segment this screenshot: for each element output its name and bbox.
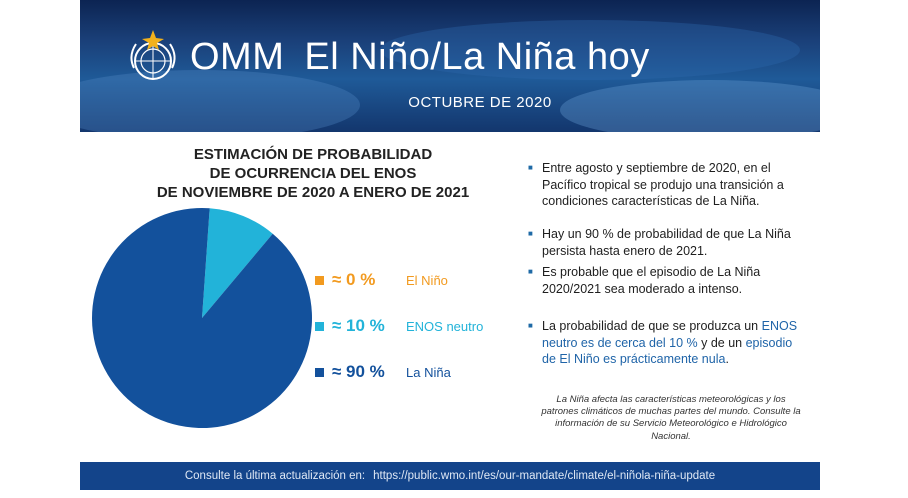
- wmo-logo-icon: [130, 30, 176, 80]
- pie-slice-la-niña: [91, 207, 312, 428]
- legend-swatch: [315, 275, 324, 285]
- legend-value: ≈ 10 %: [332, 316, 385, 335]
- legend-label: ENOS neutro: [406, 318, 484, 334]
- legend-item: ≈ 0 % El Niño: [315, 270, 448, 290]
- legend-item: ≈ 90 % La Niña: [315, 362, 451, 382]
- bulletin-date: OCTUBRE DE 2020: [408, 94, 552, 111]
- legend-label: La Niña: [406, 364, 451, 380]
- footer-label: Consulte la última actualización en:: [184, 470, 366, 482]
- org-name: OMM: [190, 36, 285, 78]
- legend-item: ≈ 10 % ENOS neutro: [315, 316, 483, 336]
- chart-title-line: DE OCURRENCIA DEL ENOS: [209, 165, 417, 182]
- update-link[interactable]: https://public.wmo.int/es/our-mandate/cl…: [373, 470, 716, 482]
- key-message: La probabilidad de que se produzca un EN…: [528, 318, 808, 368]
- key-message: Hay un 90 % de probabilidad de que La Ni…: [528, 226, 808, 259]
- legend-swatch: [315, 321, 324, 331]
- pie-chart: [91, 207, 312, 428]
- infographic: OMM El Niño/La Niña hoy OCTUBRE DE 2020 E…: [80, 0, 820, 498]
- bulletin-title: El Niño/La Niña hoy: [304, 36, 650, 78]
- legend-swatch: [315, 367, 324, 377]
- legend-value: ≈ 90 %: [332, 362, 385, 381]
- header-title: OMM El Niño/La Niña hoy: [190, 36, 650, 79]
- chart-title-line: DE NOVIEMBRE DE 2020 A ENERO DE 2021: [156, 184, 470, 201]
- key-message: Es probable que el episodio de La Niña 2…: [528, 264, 808, 297]
- chart-title-line: ESTIMACIÓN DE PROBABILIDAD: [193, 146, 433, 163]
- key-message: Entre agosto y septiembre de 2020, en el…: [528, 160, 808, 210]
- footnote: La Niña afecta las características meteo…: [541, 394, 801, 442]
- chart-title: ESTIMACIÓN DE PROBABILIDAD DE OCURRENCIA…: [138, 145, 488, 202]
- footer-bar: Consulte la última actualización en: htt…: [80, 462, 820, 490]
- legend-value: ≈ 0 %: [332, 270, 376, 289]
- legend-label: El Niño: [406, 272, 448, 288]
- header-banner: OMM El Niño/La Niña hoy OCTUBRE DE 2020: [80, 0, 820, 132]
- pie-slice-enos-neutro: [202, 208, 273, 318]
